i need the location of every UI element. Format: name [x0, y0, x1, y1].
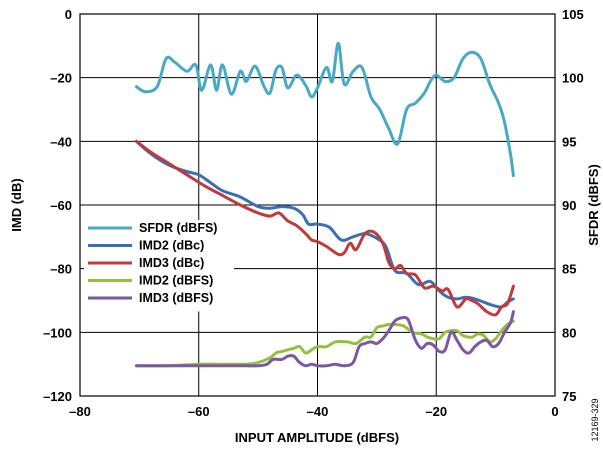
y2-tick-label: 100: [562, 71, 584, 86]
x-axis-title: INPUT AMPLITUDE (dBFS): [235, 430, 399, 445]
legend-background: [84, 220, 234, 312]
y-tick-label: 0: [65, 7, 72, 22]
legend-label-imd2-dbfs: IMD2 (dBFS): [139, 274, 213, 288]
legend-label-sfdr-dbfs: SFDR (dBFS): [139, 221, 217, 235]
legend-label-imd3-dbfs: IMD3 (dBFS): [139, 291, 213, 305]
y-axis-title: IMD (dB): [9, 178, 24, 231]
y-tick-label: –80: [50, 262, 72, 277]
y2-tick-label: 75: [562, 389, 576, 404]
series-line-imd2-dbfs: [134, 319, 515, 368]
y2-tick-label: 80: [562, 325, 576, 340]
y2-tick-label: 85: [562, 262, 576, 277]
plot-frame: [79, 13, 556, 397]
x-tick-label: 0: [551, 404, 558, 419]
series-line-imd3-dbfs: [134, 310, 515, 368]
tick-labels: –80 –60 –40 –20 0 0 –20 –40 –60 –80 –100 –120 105 100…: [43, 7, 584, 419]
y-tick-label: –40: [50, 134, 72, 149]
y2-tick-label: 90: [562, 198, 576, 213]
y-tick-label: –120: [43, 389, 72, 404]
y2-tick-label: 105: [562, 7, 584, 22]
legend-label-imd2-dbc: IMD2 (dBc): [139, 239, 204, 253]
x-tick-label: –40: [307, 404, 329, 419]
y-tick-label: –20: [50, 71, 72, 86]
series-layer: [134, 41, 515, 368]
x-tick-label: –20: [425, 404, 447, 419]
x-tick-label: –80: [69, 404, 91, 419]
figure-id: 12169-329: [590, 398, 600, 441]
y2-tick-label: 95: [562, 134, 576, 149]
series-line-sfdr-dbfs: [134, 41, 515, 178]
legend-label-imd3-dbc: IMD3 (dBc): [139, 256, 204, 270]
y2-axis-title: SFDR (dBFS): [586, 164, 601, 246]
y-tick-label: –100: [43, 325, 72, 340]
y-tick-label: –60: [50, 198, 72, 213]
series-line-imd3-dbc: [134, 139, 515, 317]
x-tick-label: –60: [188, 404, 210, 419]
grid-lines: [79, 13, 556, 397]
legend: SFDR (dBFS) IMD2 (dBc) IMD3 (dBc) IMD2 (dBF…: [84, 220, 234, 312]
